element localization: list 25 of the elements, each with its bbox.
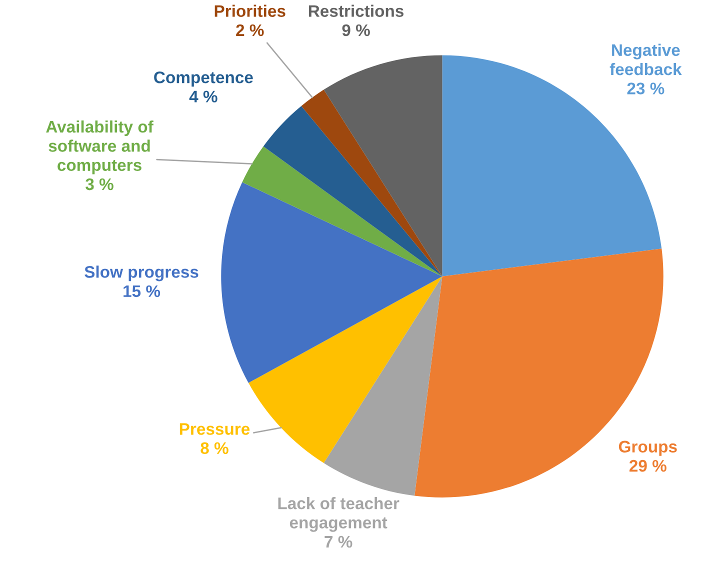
pie-slice bbox=[301, 90, 442, 276]
pie-slice bbox=[263, 106, 442, 276]
pie-slice bbox=[221, 182, 442, 383]
slice-label: Restrictions bbox=[308, 4, 404, 17]
slice-label: Slow progress bbox=[84, 266, 198, 282]
data-label: 23 % bbox=[627, 82, 664, 94]
data-label: 9 % bbox=[342, 24, 370, 36]
slice-label: Groups bbox=[618, 440, 677, 456]
data-label: 7 % bbox=[324, 536, 352, 548]
data-label: 8 % bbox=[200, 442, 228, 454]
pie-slice bbox=[248, 276, 442, 464]
data-label: 15 % bbox=[124, 285, 160, 298]
pie-slice bbox=[324, 55, 442, 276]
pie-slice bbox=[324, 276, 442, 496]
data-label: 4 % bbox=[189, 90, 218, 102]
slice-label: Lack of teacher engagement bbox=[278, 497, 400, 532]
slice-label: Priorities bbox=[214, 4, 286, 17]
slice-label: Availability of software and computers bbox=[46, 120, 154, 174]
slice-label: Pressure bbox=[180, 423, 250, 435]
pie-slice bbox=[242, 146, 442, 276]
slice-label: Competence bbox=[154, 71, 253, 87]
slice-label: Negative feedback bbox=[610, 44, 682, 76]
data-label: 2 % bbox=[236, 24, 264, 36]
data-label: 3 % bbox=[86, 178, 114, 190]
data-label: 29 % bbox=[629, 460, 666, 472]
